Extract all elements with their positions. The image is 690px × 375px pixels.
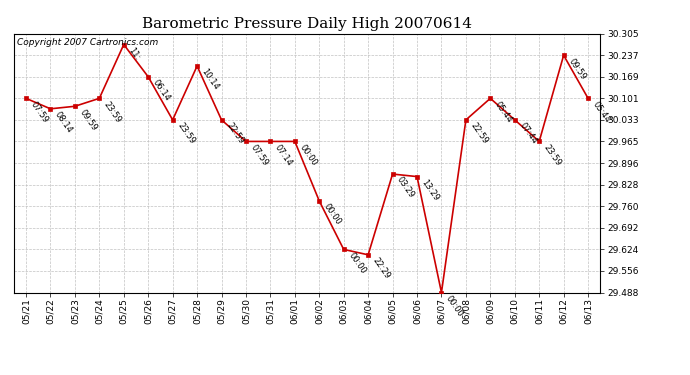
Text: Copyright 2007 Cartronics.com: Copyright 2007 Cartronics.com: [17, 38, 158, 46]
Text: 23:59: 23:59: [102, 100, 124, 124]
Text: 05:44: 05:44: [493, 100, 514, 124]
Text: 07:44: 07:44: [518, 121, 539, 146]
Text: 10:14: 10:14: [200, 68, 221, 92]
Text: 23:59: 23:59: [175, 121, 197, 146]
Text: 06:14: 06:14: [151, 78, 172, 103]
Text: 00:00: 00:00: [444, 294, 465, 318]
Text: 22:59: 22:59: [469, 121, 490, 146]
Text: 08:14: 08:14: [53, 110, 75, 135]
Text: 07:14: 07:14: [273, 143, 294, 168]
Text: 13:29: 13:29: [420, 178, 441, 203]
Text: 03:29: 03:29: [395, 176, 417, 200]
Text: 00:00: 00:00: [297, 143, 319, 167]
Text: 07:59: 07:59: [29, 100, 50, 124]
Text: 09:59: 09:59: [78, 108, 99, 132]
Text: 09:59: 09:59: [566, 57, 587, 81]
Text: 11:: 11:: [126, 46, 141, 62]
Text: 22:29: 22:29: [371, 256, 392, 281]
Text: 07:59: 07:59: [248, 143, 270, 168]
Text: 00:00: 00:00: [346, 251, 368, 275]
Text: 05:44: 05:44: [591, 100, 612, 124]
Text: 00:00: 00:00: [322, 202, 343, 227]
Text: 22:59: 22:59: [224, 121, 245, 146]
Title: Barometric Pressure Daily High 20070614: Barometric Pressure Daily High 20070614: [142, 17, 472, 31]
Text: 23:59: 23:59: [542, 143, 563, 168]
